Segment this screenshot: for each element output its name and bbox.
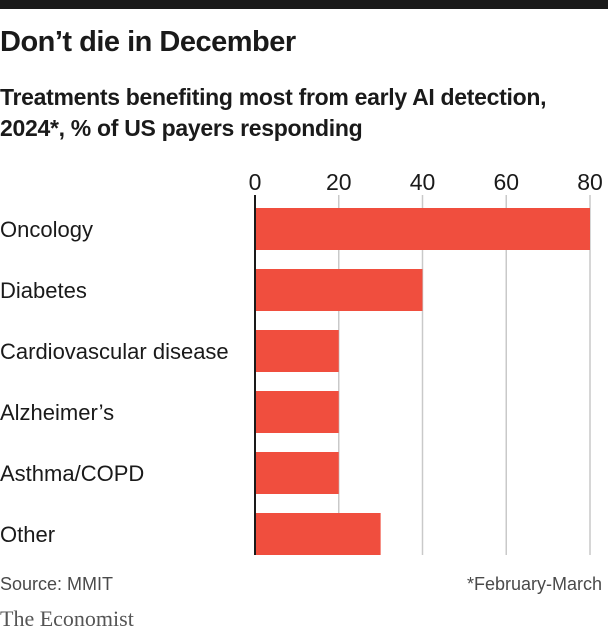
source-note: Source: MMIT <box>0 574 114 594</box>
bar-chart: 0 20 40 60 80 Oncology Diabetes Cardiovascular … <box>0 169 603 555</box>
bar <box>255 391 339 433</box>
chart-title: Don’t die in December <box>0 26 296 58</box>
category-label: Oncology <box>0 217 93 242</box>
bar <box>255 208 590 250</box>
category-label: Diabetes <box>0 278 87 303</box>
category-label: Asthma/COPD <box>0 461 144 486</box>
category-label: Alzheimer’s <box>0 400 114 425</box>
brand-logo: The Economist <box>0 606 134 631</box>
bar <box>255 452 339 494</box>
bar <box>255 513 381 555</box>
category-label: Cardiovascular disease <box>0 339 229 364</box>
x-tick-label: 80 <box>577 169 603 195</box>
chart-subtitle: Treatments benefiting most from early AI… <box>0 84 547 141</box>
bar <box>255 269 423 311</box>
x-tick-label: 60 <box>493 169 519 195</box>
x-tick-label: 0 <box>249 169 262 195</box>
top-rule <box>0 0 608 9</box>
bar <box>255 330 339 372</box>
x-tick-label: 20 <box>326 169 352 195</box>
x-tick-label: 40 <box>410 169 436 195</box>
category-label: Other <box>0 522 55 547</box>
footnote: *February-March <box>466 574 602 594</box>
